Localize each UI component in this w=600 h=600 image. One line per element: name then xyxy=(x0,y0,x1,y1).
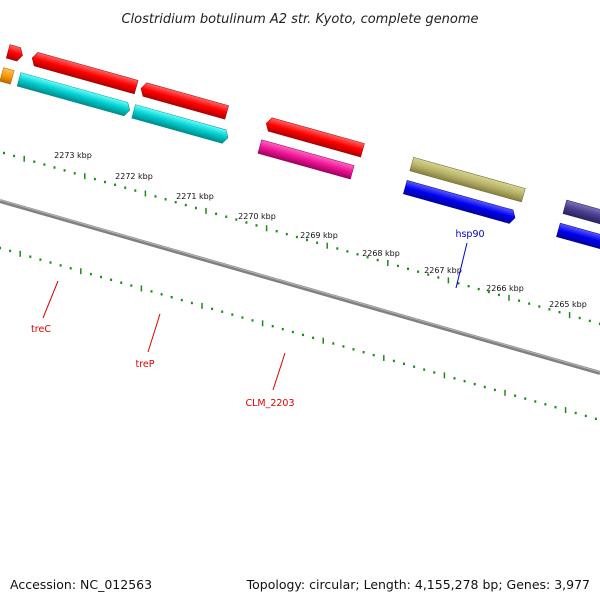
gene-label-treP[interactable]: treP xyxy=(136,359,155,370)
gene-arrow-red-2[interactable] xyxy=(139,82,229,120)
gene-arrow-olive[interactable] xyxy=(409,156,526,203)
gene-arrow-red-3[interactable] xyxy=(264,117,365,158)
kbp-label: 2266 kbp xyxy=(486,284,524,293)
gene-arrow-orange-left-edge[interactable] xyxy=(0,67,15,85)
kbp-label: 2268 kbp xyxy=(362,249,400,258)
genome-backbone xyxy=(0,199,600,375)
gene-arrow-blue-2[interactable] xyxy=(556,222,600,270)
gene-label-hsp90[interactable]: hsp90 xyxy=(455,229,484,240)
accession-label: Accession: NC_012563 xyxy=(10,577,153,592)
gene-arrow-red-left-edge[interactable] xyxy=(5,44,24,63)
gene-arrow-navy[interactable] xyxy=(562,199,600,247)
leader-line-hsp90 xyxy=(455,242,468,289)
kbp-label: 2269 kbp xyxy=(300,231,338,240)
kbp-label: 2271 kbp xyxy=(176,192,214,201)
kbp-label: 2270 kbp xyxy=(238,212,276,221)
tick-row-bottom xyxy=(0,246,597,420)
kbp-label: 2267 kbp xyxy=(424,266,462,275)
genome-backbone-highlight xyxy=(0,199,600,373)
map-title: Clostridium botulinum A2 str. Kyoto, com… xyxy=(121,12,478,27)
tick-row-top xyxy=(3,151,600,325)
kbp-label: 2265 kbp xyxy=(549,300,587,309)
gene-label-treC[interactable]: treC xyxy=(31,324,51,335)
leader-line-CLM_2203 xyxy=(272,352,286,391)
gene-arrow-blue-1[interactable] xyxy=(403,180,517,224)
leader-line-treP xyxy=(147,313,161,353)
kbp-label: 2273 kbp xyxy=(54,151,92,160)
gene-label-CLM_2203[interactable]: CLM_2203 xyxy=(245,398,294,409)
gene-arrow-cyan-2[interactable] xyxy=(131,104,230,145)
gene-arrow-cyan-1[interactable] xyxy=(16,72,132,117)
kbp-label: 2272 kbp xyxy=(115,172,153,181)
kbp-labels: 2273 kbp 2272 kbp 2271 kbp 2270 kbp 2269 kbp… xyxy=(54,151,587,309)
genome-summary: Topology: circular; Length: 4,155,278 bp… xyxy=(246,577,590,592)
gene-arrow-red-1[interactable] xyxy=(30,51,139,95)
gene-arrow-pink[interactable] xyxy=(257,139,355,180)
leader-line-treC xyxy=(42,280,59,319)
